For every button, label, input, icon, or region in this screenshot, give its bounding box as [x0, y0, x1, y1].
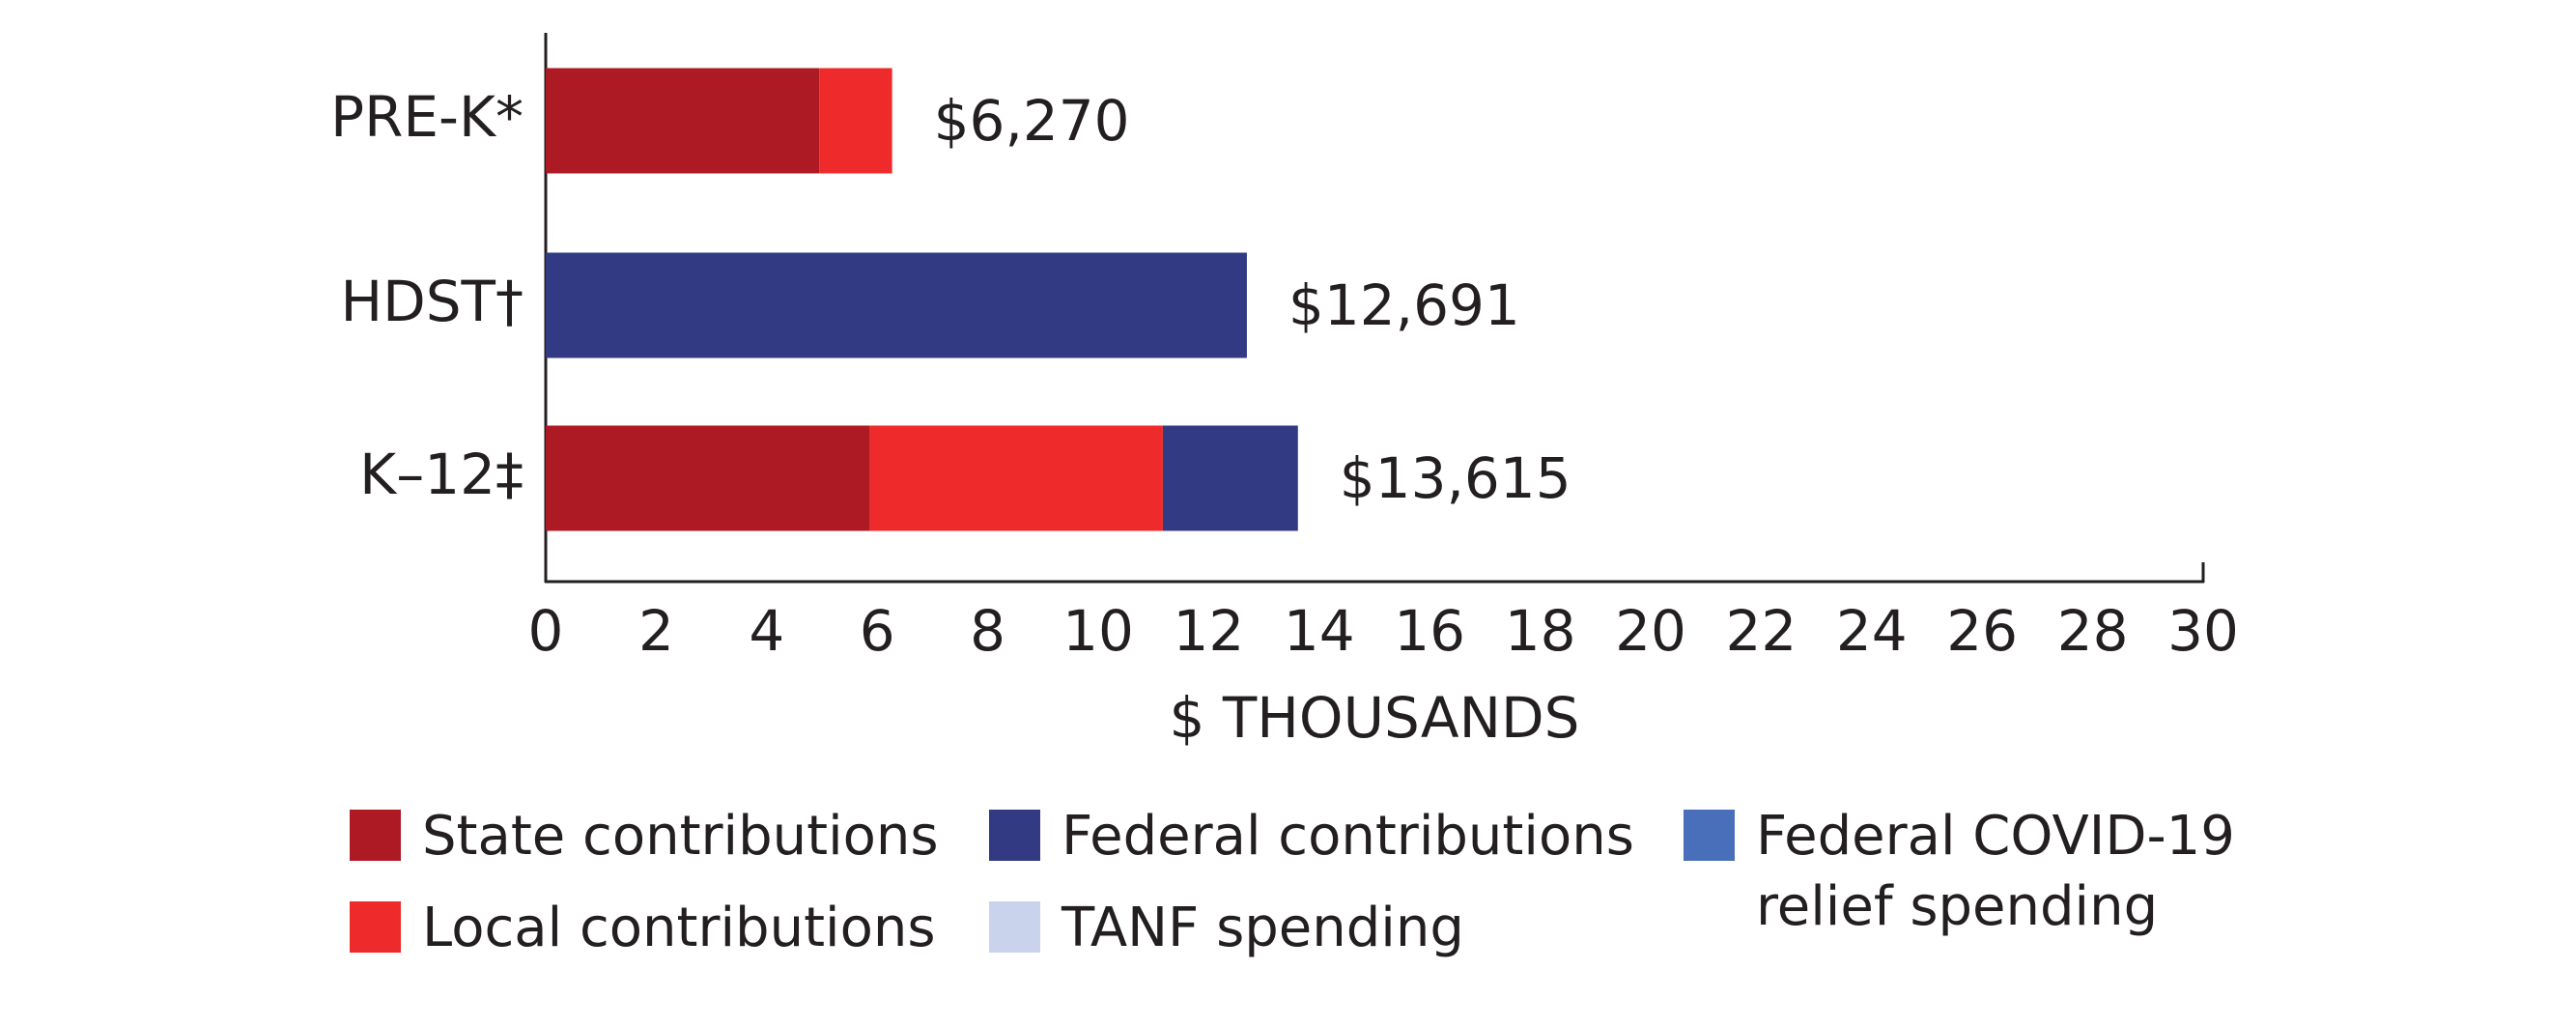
legend-label: Federal COVID-19 relief spending [1756, 805, 2235, 938]
legend-swatch [350, 901, 401, 953]
legend-swatch [1684, 810, 1735, 861]
x-tick-label: 20 [1615, 598, 1686, 664]
legend-item: Federal contributions [989, 802, 1665, 872]
legend-item: Federal COVID-19 relief spending [1684, 802, 2282, 943]
bar-segment [546, 252, 1247, 358]
x-tick-label: 22 [1725, 598, 1797, 664]
x-tick-label: 6 [860, 598, 895, 664]
x-tick-label: 4 [749, 598, 784, 664]
bar-segment [1162, 425, 1298, 531]
x-tick-label: 12 [1173, 598, 1244, 664]
bar-segment [546, 68, 820, 174]
legend-swatch [989, 901, 1040, 953]
x-tick-label: 0 [528, 598, 564, 664]
x-tick-label: 26 [1946, 598, 2018, 664]
legend-item: Local contributions [350, 894, 948, 964]
total-label: $12,691 [1288, 272, 1520, 338]
x-tick-label: 2 [638, 598, 674, 664]
x-tick-label: 24 [1836, 598, 1908, 664]
x-tick-label: 10 [1062, 598, 1134, 664]
y-tick-label: PRE-K* [330, 84, 524, 150]
x-tick-label: 8 [970, 598, 1005, 664]
y-tick-label: K–12‡ [359, 442, 524, 507]
x-tick-label: 14 [1284, 598, 1355, 664]
legend-swatch [989, 810, 1040, 861]
x-tick-label: 16 [1394, 598, 1465, 664]
total-label: $6,270 [934, 88, 1130, 154]
x-tick-label: 30 [2167, 598, 2239, 664]
legend-label: State contributions [422, 805, 939, 868]
legend-item: State contributions [350, 802, 948, 872]
legend-label: TANF spending [1062, 897, 1464, 959]
legend-label: Local contributions [422, 897, 936, 959]
x-tick-label: 18 [1505, 598, 1576, 664]
bar-segment [546, 425, 870, 531]
x-tick-label: 28 [2057, 598, 2129, 664]
x-axis-title: $ THOUSANDS [1170, 685, 1580, 751]
bar-segment [819, 68, 892, 174]
y-tick-label: HDST† [340, 269, 524, 334]
legend-item: TANF spending [989, 894, 1665, 964]
legend-label: Federal contributions [1062, 805, 1634, 868]
total-label: $13,615 [1340, 445, 1571, 511]
legend-swatch [350, 810, 401, 861]
bar-segment [869, 425, 1163, 531]
